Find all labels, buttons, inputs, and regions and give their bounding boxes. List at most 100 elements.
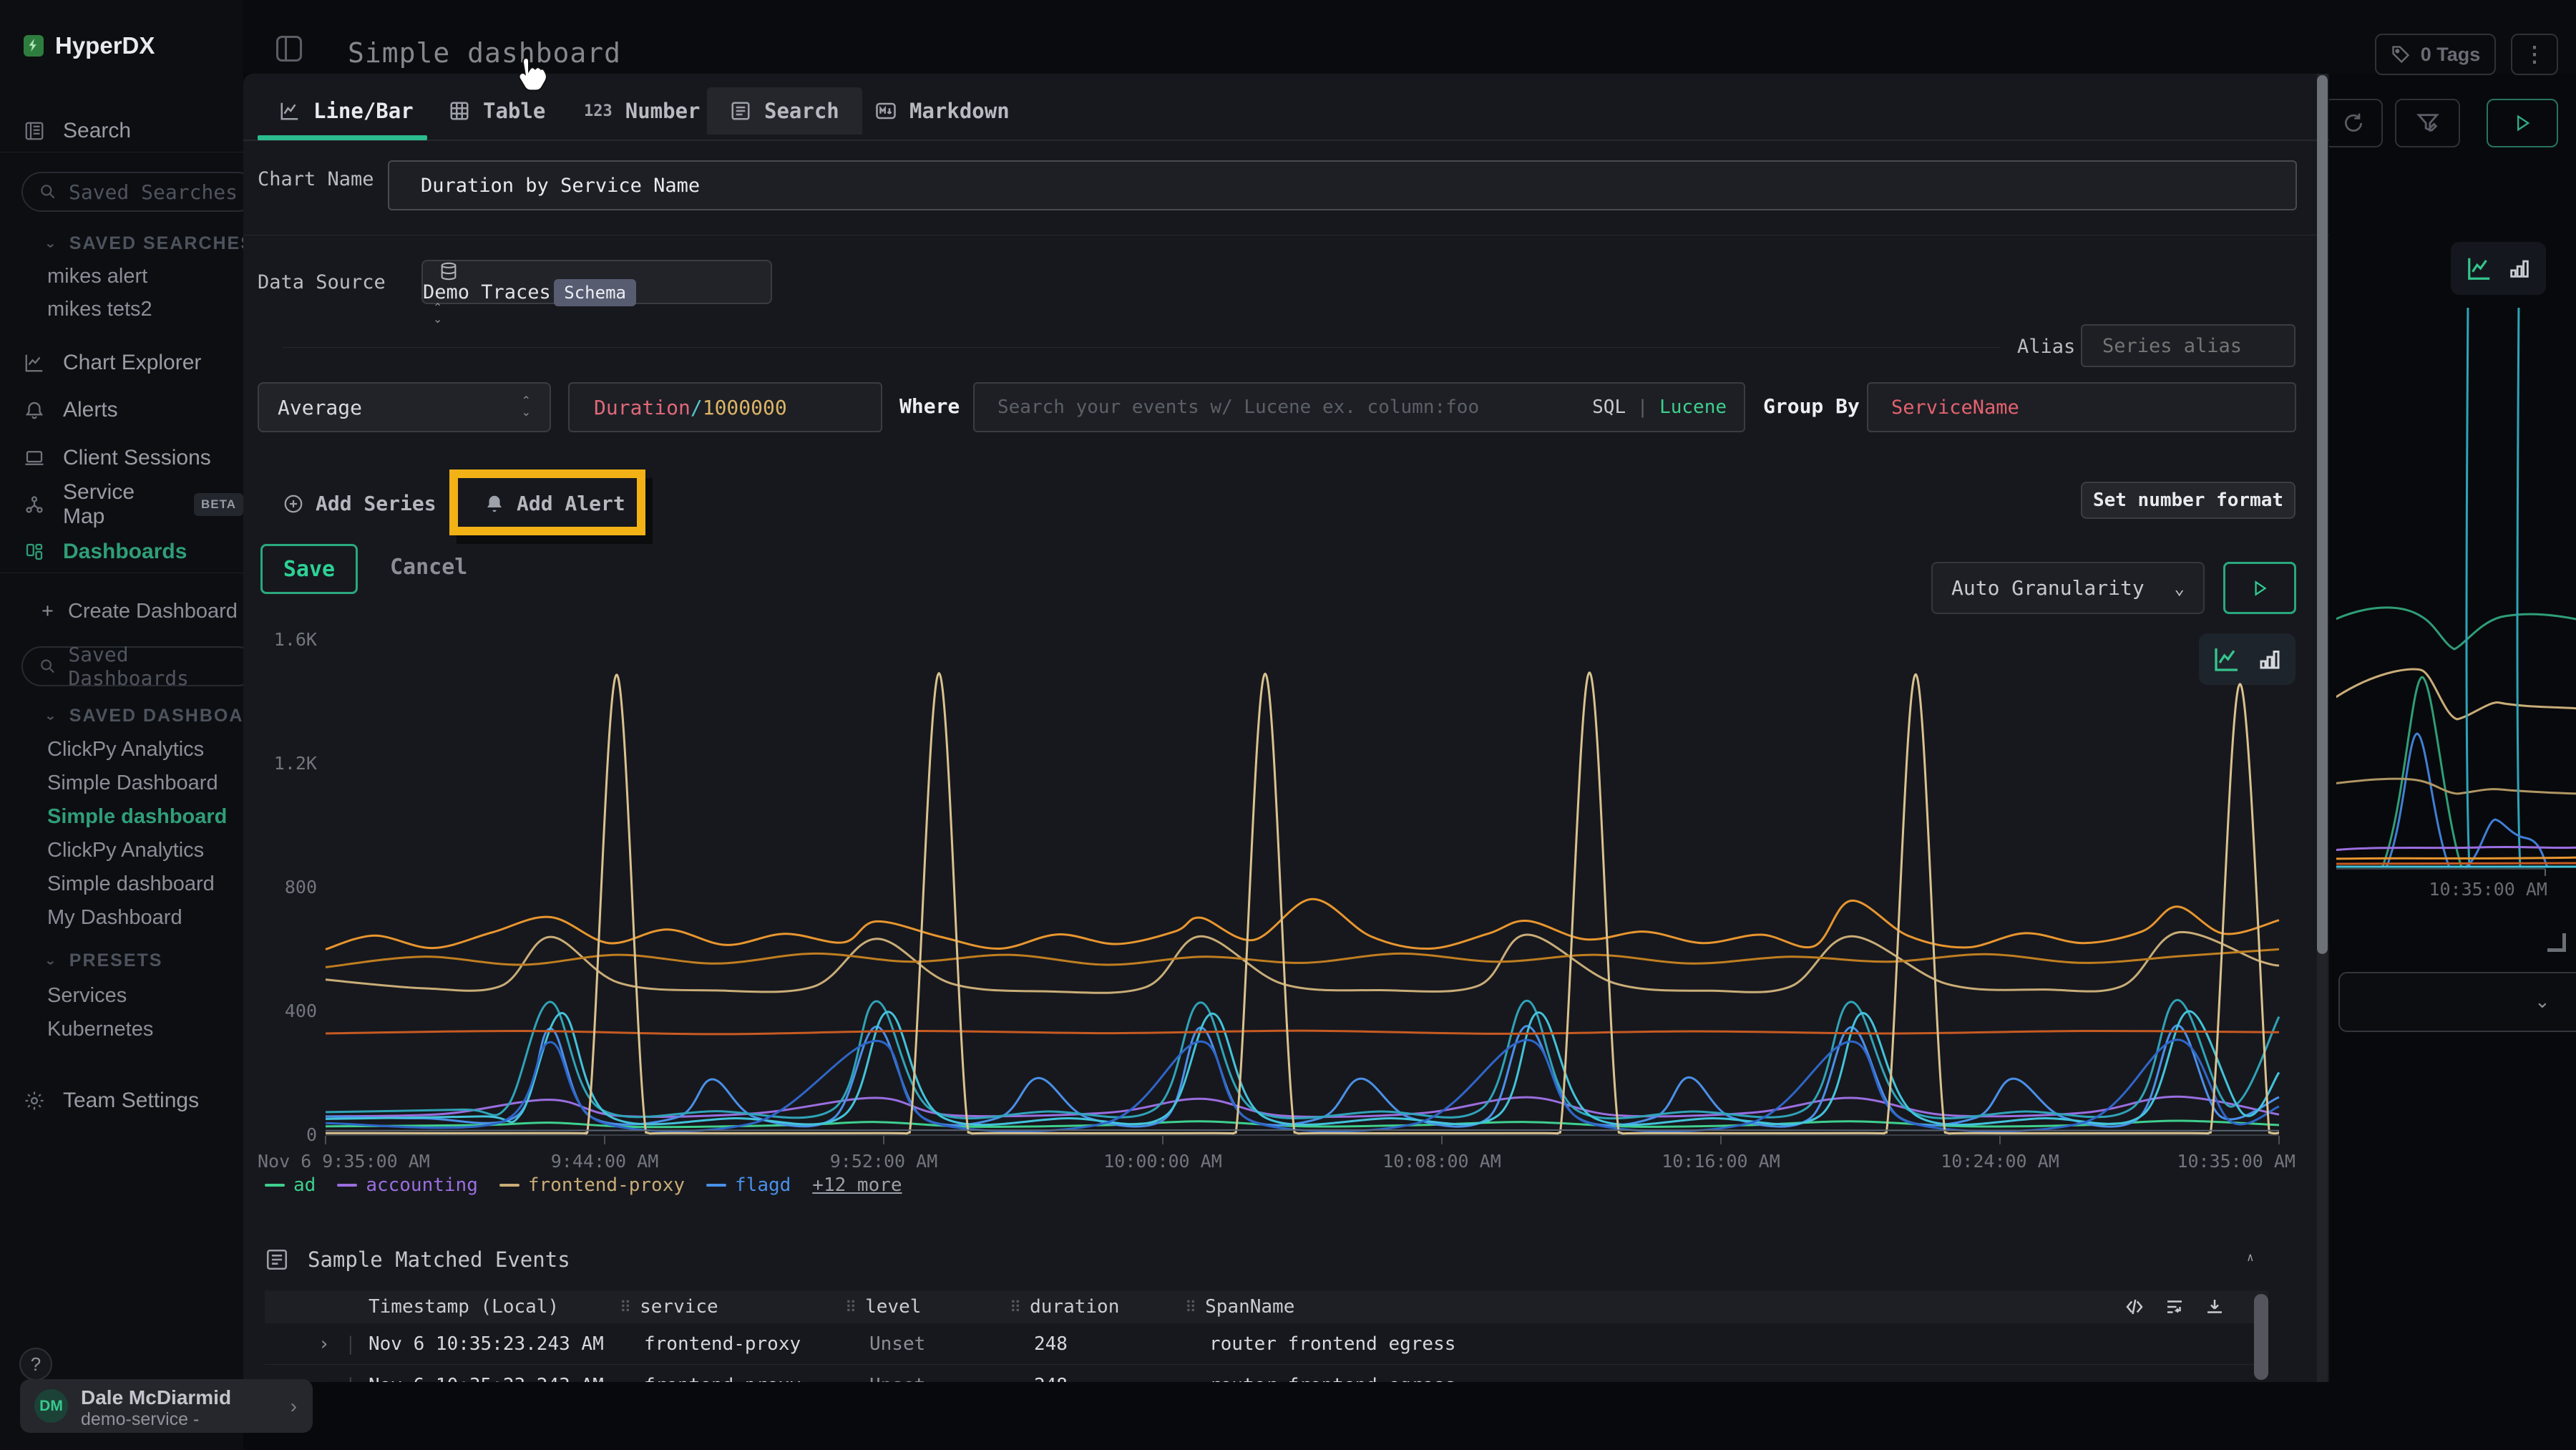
table-row[interactable]: › | Nov 6 10:35:23.243 AM frontend-proxy Uns… — [265, 1323, 2268, 1365]
brand[interactable]: HyperDX — [0, 30, 243, 62]
drag-handle-icon[interactable]: ⠿ — [845, 1299, 857, 1317]
data-source-label: Data Source — [258, 271, 386, 293]
tab-table[interactable]: Table — [449, 87, 545, 135]
refresh-icon — [2345, 113, 2362, 132]
lucene-language-toggle[interactable]: Lucene — [1659, 396, 1727, 418]
where-search-field[interactable]: Search your events w/ Lucene ex. column:… — [973, 382, 1745, 432]
chart-name-input[interactable] — [421, 174, 2296, 197]
dashboard-item[interactable]: Simple dashboard — [47, 872, 215, 895]
code-icon[interactable] — [2124, 1296, 2145, 1318]
legend-item-frontend-proxy[interactable]: frontend-proxy — [499, 1174, 685, 1196]
alias-input[interactable] — [2102, 334, 2294, 357]
table-scrollbar[interactable] — [2254, 1294, 2268, 1380]
add-series-button[interactable]: Add Series — [283, 492, 436, 515]
more-menu-button[interactable]: ⋮ — [2511, 34, 2558, 75]
top-header: Simple dashboard 0 Tags ⋮ — [0, 0, 2576, 75]
dashboard-item[interactable]: ClickPy Analytics — [47, 839, 205, 862]
saved-dashboards-input[interactable]: Saved Dashboards — [21, 643, 243, 690]
table-row[interactable]: › | Nov 6 10:35:23.243 AM frontend-proxy Uns… — [265, 1365, 2268, 1383]
sql-language-toggle[interactable]: SQL — [1592, 396, 1626, 418]
saved-searches-heading[interactable]: ⌄ SAVED SEARCHES — [44, 233, 243, 253]
collapse-section-button[interactable]: ∧ — [2247, 1250, 2254, 1264]
column-header-timestamp-local-[interactable]: Timestamp (Local) — [369, 1296, 560, 1318]
sidebar-toggle-icon[interactable] — [276, 36, 302, 62]
drag-handle-icon[interactable]: ⠿ — [1010, 1299, 1022, 1317]
filter-edit-icon — [2416, 114, 2439, 132]
cancel-button[interactable]: Cancel — [390, 555, 468, 580]
plus-icon: + — [42, 600, 54, 623]
drag-handle-icon[interactable]: ⠿ — [620, 1299, 632, 1317]
schema-badge: Schema — [554, 279, 636, 306]
sidebar-item-dashboards[interactable]: Dashboards — [0, 536, 243, 568]
tags-button[interactable]: 0 Tags — [2375, 34, 2496, 75]
beta-badge: BETA — [193, 493, 243, 516]
background-run-button[interactable] — [2487, 99, 2558, 147]
tab-line-bar[interactable]: Line/Bar — [279, 87, 414, 135]
event-list-icon — [266, 1249, 288, 1270]
sidebar-item-team-settings[interactable]: Team Settings — [0, 1085, 243, 1116]
tab-number[interactable]: 123 Number — [584, 99, 701, 123]
svg-text:400: 400 — [285, 1001, 317, 1021]
hyperdx-logo-icon — [24, 35, 44, 57]
set-number-format-button[interactable]: Set number format — [2081, 482, 2296, 519]
chevron-right-icon: › — [290, 1395, 297, 1417]
saved-search-item[interactable]: mikes tets2 — [47, 298, 152, 321]
legend-item-accounting[interactable]: accounting — [337, 1174, 478, 1196]
data-source-select[interactable]: Demo Traces Schema ⌃ ⌄ — [421, 260, 772, 326]
group-by-input[interactable] — [1891, 396, 2295, 419]
sidebar-item-client-sessions[interactable]: Client Sessions — [0, 442, 243, 474]
create-dashboard-button[interactable]: + Create Dashboard — [42, 600, 238, 623]
dashboard-item[interactable]: Simple Dashboard — [47, 772, 218, 794]
granularity-select[interactable]: Auto Granularity ⌄ — [1931, 562, 2205, 614]
run-query-button[interactable] — [2223, 562, 2296, 614]
duration-chart[interactable]: 0 400 800 1.2K 1.6K Nov 6 9:35:00 AM 9:44:00 A… — [243, 628, 2318, 1179]
chevron-down-icon[interactable]: ⌄ — [2534, 991, 2550, 1012]
legend-item-flagd[interactable]: flagd — [706, 1174, 791, 1196]
wrap-lines-icon[interactable] — [2164, 1296, 2185, 1318]
series-other-6 — [325, 1029, 2280, 1036]
add-alert-button[interactable]: Add Alert — [484, 492, 625, 515]
svg-text:0: 0 — [306, 1124, 317, 1145]
tab-search[interactable]: Search — [707, 87, 862, 135]
drag-handle-icon[interactable]: ⠿ — [1185, 1299, 1197, 1317]
sidebar-item-service-map[interactable]: Service Map BETA — [0, 480, 243, 528]
user-card[interactable]: DM Dale McDiarmid demo-service - › — [20, 1379, 313, 1433]
dashboard-item[interactable]: My Dashboard — [47, 906, 182, 929]
legend-dash-icon — [265, 1184, 285, 1187]
background-chart-type-toggle[interactable] — [2451, 242, 2546, 295]
column-header-duration[interactable]: ⠿ duration — [1010, 1296, 1120, 1318]
refresh-button[interactable] — [2324, 99, 2383, 147]
sidebar-item-alerts[interactable]: Alerts — [0, 394, 243, 426]
saved-dashboards-heading[interactable]: ⌄ SAVED DASHBOARDS — [44, 706, 243, 726]
aggregation-select[interactable]: Average ⌃ ⌄ — [258, 382, 551, 432]
download-icon[interactable] — [2204, 1296, 2225, 1318]
user-name: Dale McDiarmid — [81, 1386, 232, 1408]
presets-heading[interactable]: ⌄ PRESETS — [44, 950, 163, 970]
chart-type-toggle[interactable] — [2199, 633, 2296, 685]
brand-name: HyperDX — [55, 32, 155, 59]
legend-more-link[interactable]: +12 more — [812, 1174, 902, 1196]
help-button[interactable]: ? — [19, 1348, 52, 1381]
background-panel: ⌄ — [2338, 972, 2576, 1032]
preset-item[interactable]: Kubernetes — [47, 1018, 154, 1041]
dashboard-item[interactable]: ClickPy Analytics — [47, 738, 205, 761]
series-other-7 — [325, 671, 2280, 1135]
row-expander-icon[interactable]: › — [318, 1375, 330, 1383]
dashboard-item[interactable]: Simple dashboard — [47, 805, 228, 828]
tile-resize-handle[interactable] — [2547, 933, 2566, 952]
column-header-service[interactable]: ⠿ service — [620, 1296, 718, 1318]
legend-item-ad[interactable]: ad — [265, 1174, 316, 1196]
filter-button[interactable] — [2395, 99, 2460, 147]
metric-expression-field[interactable]: Duration/1000000 — [568, 382, 882, 432]
sidebar-item-search[interactable]: Search — [0, 115, 243, 147]
preset-item[interactable]: Services — [47, 984, 127, 1007]
column-header-spanname[interactable]: ⠿ SpanName — [1185, 1296, 1295, 1318]
modal-scrollbar-thumb[interactable] — [2317, 75, 2328, 954]
saved-searches-input[interactable]: Saved Searches — [21, 172, 243, 212]
tab-markdown[interactable]: Markdown — [875, 87, 1010, 135]
saved-search-item[interactable]: mikes alert — [47, 265, 148, 288]
save-button[interactable]: Save — [260, 544, 358, 594]
sidebar-item-chart-explorer[interactable]: Chart Explorer — [0, 347, 243, 379]
column-header-level[interactable]: ⠿ level — [845, 1296, 922, 1318]
row-expander-icon[interactable]: › — [318, 1333, 330, 1355]
